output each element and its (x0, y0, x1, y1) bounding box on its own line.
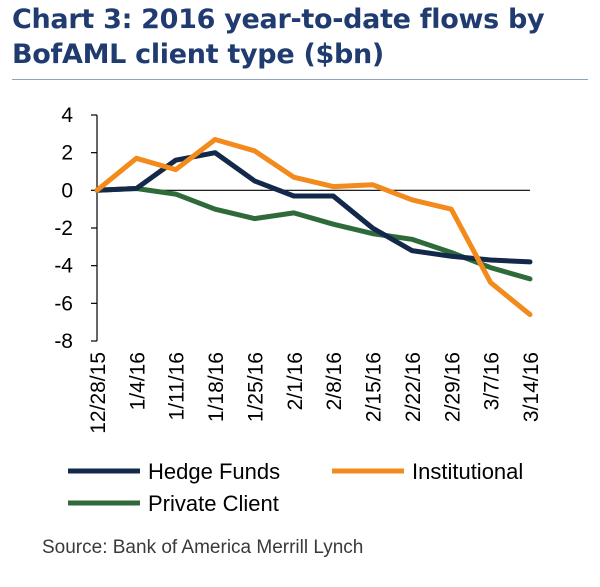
x-tick-label: 2/15/16 (363, 352, 386, 422)
y-tick-label: -6 (54, 292, 73, 315)
y-tick-label: -4 (54, 255, 73, 278)
chart-legend: Hedge Funds Institutional Private Client (68, 459, 523, 516)
y-tick-label: -8 (54, 330, 73, 353)
series-line-hedge-funds (94, 150, 533, 265)
y-tick-label: -2 (54, 217, 73, 240)
x-tick-label: 3/14/16 (520, 352, 543, 422)
legend-label-private-client: Private Client (148, 491, 279, 516)
y-tick-label: 4 (61, 104, 73, 127)
chart-series (94, 137, 533, 318)
x-tick-label: 1/18/16 (205, 352, 228, 422)
series-line-institutional (94, 137, 533, 318)
x-tick-label: 12/28/15 (87, 352, 110, 434)
x-tick-label: 3/7/16 (481, 352, 504, 410)
x-tick-label: 1/11/16 (166, 352, 189, 421)
source-note: Source: Bank of America Merrill Lynch (42, 537, 364, 558)
line-chart: 4 2 0 -2 -4 -6 -8 12/28/15 1/4/16 1/11/16 1/18/16 1… (54, 104, 543, 516)
y-tick-label: 0 (61, 179, 73, 202)
x-tick-label: 2/22/16 (402, 352, 425, 422)
x-tick-label: 1/25/16 (244, 352, 267, 422)
chart-axes: 4 2 0 -2 -4 -6 -8 12/28/15 1/4/16 1/11/16 1/18/16 1… (54, 104, 543, 434)
y-tick-label: 2 (61, 142, 73, 165)
x-tick-label: 2/8/16 (323, 352, 346, 410)
legend-label-hedge-funds: Hedge Funds (148, 459, 280, 484)
x-tick-label: 2/1/16 (284, 352, 307, 410)
x-tick-label: 1/4/16 (126, 352, 149, 410)
title-divider (12, 79, 588, 80)
legend-label-institutional: Institutional (412, 459, 523, 484)
x-tick-label: 2/29/16 (441, 352, 464, 422)
chart-title: Chart 3: 2016 year-to-date flows by BofA… (12, 4, 545, 70)
